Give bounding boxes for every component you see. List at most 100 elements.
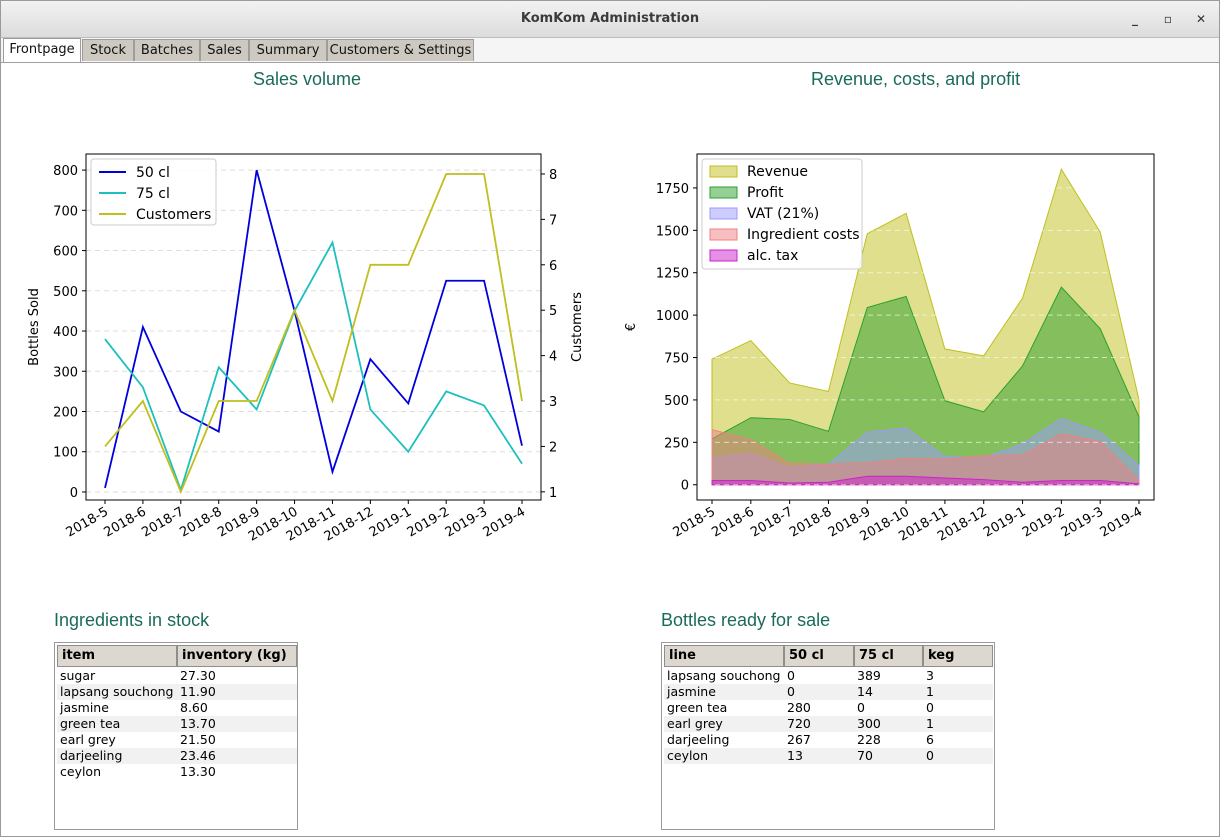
table-cell: 70	[857, 748, 873, 763]
x-tick-label: 2019-3	[443, 504, 490, 540]
tab-customers-settings[interactable]: Customers & Settings	[327, 39, 474, 61]
y-axis-label: Bottles Sold	[27, 288, 42, 366]
legend: 50 cl 75 cl Customers	[90, 158, 217, 226]
table-cell: 228	[857, 732, 881, 747]
plot-frame	[696, 153, 1155, 501]
y-tick-label: 250	[664, 436, 689, 451]
tab-sales[interactable]: Sales	[200, 39, 249, 61]
table-row[interactable]: ceylon 13.30	[57, 764, 297, 780]
y-tick-label: 750	[664, 352, 689, 367]
x-tick-label: 2019-2	[1020, 504, 1067, 540]
table-cell: green tea	[667, 700, 728, 715]
y-tick-label: 1250	[656, 267, 689, 282]
x-tick-label: 2018-8	[787, 504, 834, 540]
x-tick-label: 2018-8	[177, 504, 224, 540]
table-cell: 13.70	[180, 716, 216, 731]
column-header[interactable]: keg	[923, 645, 993, 667]
table-row[interactable]: sugar 27.30	[57, 668, 297, 684]
x-tick-label: 2018-6	[102, 504, 149, 540]
y-tick-label: 200	[53, 405, 78, 420]
y-tick-label: 500	[664, 394, 689, 409]
legend-swatch	[709, 228, 738, 241]
legend-label: Profit	[747, 185, 784, 201]
y-tick-label: 800	[53, 164, 78, 179]
table-row[interactable]: jasmine 0 14 1	[664, 684, 993, 700]
column-header[interactable]: line	[664, 645, 784, 667]
column-header[interactable]: item	[57, 645, 177, 667]
column-header[interactable]: 75 cl	[854, 645, 923, 667]
legend-label: Customers	[136, 207, 211, 223]
table-cell: darjeeling	[60, 748, 123, 763]
table-cell: 3	[926, 668, 934, 683]
y-axis-label: €	[624, 323, 639, 331]
table-cell: jasmine	[667, 684, 716, 699]
y2-tick-label: 1	[549, 486, 557, 501]
table-row[interactable]: darjeeling 23.46	[57, 748, 297, 764]
tab-batches[interactable]: Batches	[134, 39, 200, 61]
table-cell: 389	[857, 668, 881, 683]
legend-swatch	[709, 207, 738, 220]
legend-box	[90, 158, 217, 226]
x-tick-label: 2019-4	[481, 504, 528, 540]
table-cell: 1	[926, 684, 934, 699]
y2-tick-label: 3	[549, 395, 557, 410]
legend-box	[701, 158, 863, 270]
window-title: KomKom Administration	[520, 11, 700, 26]
legend-label: Ingredient costs	[747, 227, 860, 243]
x-tick-label: 2019-3	[1059, 504, 1106, 540]
y2-tick-label: 8	[549, 168, 557, 183]
x-tick-label: 2018-6	[709, 504, 756, 540]
plot-frame	[85, 153, 542, 501]
bottles-table[interactable]: line 50 cl 75 cl keg lapsang souchong 0 389 3 ja…	[661, 642, 995, 830]
legend-label: VAT (21%)	[747, 206, 819, 222]
x-tick-label: 2018-5	[64, 504, 111, 540]
x-tick-label: 2018-7	[139, 504, 186, 540]
table-cell: ceylon	[60, 764, 102, 779]
table-row[interactable]: green tea 280 0 0	[664, 700, 993, 716]
table-cell: 27.30	[180, 668, 216, 683]
table-cell: 6	[926, 732, 934, 747]
table-cell: 8.60	[180, 700, 208, 715]
table-row[interactable]: green tea 13.70	[57, 716, 297, 732]
tab-stock[interactable]: Stock	[82, 39, 134, 61]
y-tick-label: 500	[53, 285, 78, 300]
series-area	[711, 475, 1140, 486]
column-header[interactable]: 50 cl	[784, 645, 854, 667]
y-tick-label: 0	[70, 486, 78, 501]
sales-volume-chart: 0100200300400500600700800123456782018-52…	[27, 153, 585, 545]
revenue-heading: Revenue, costs, and profit	[811, 69, 1021, 89]
table-cell: 23.46	[180, 748, 216, 763]
ingredients-table[interactable]: item inventory (kg) sugar 27.30 lapsang souc…	[54, 642, 298, 830]
tab-summary[interactable]: Summary	[249, 39, 327, 61]
table-cell: 280	[787, 700, 811, 715]
table-row[interactable]: lapsang souchong 0 389 3	[664, 668, 993, 684]
table-row[interactable]: jasmine 8.60	[57, 700, 297, 716]
maximize-button[interactable]: ▫	[1163, 12, 1173, 26]
tab-frontpage[interactable]: Frontpage	[3, 38, 81, 62]
legend: Revenue Profit VAT (21%) Ingredient costs al…	[701, 158, 863, 270]
y-tick-label: 1500	[656, 224, 689, 239]
tab-bar: Frontpage Stock Batches Sales Summary Cu…	[1, 38, 1219, 63]
close-button[interactable]: ✕	[1195, 12, 1207, 26]
table-row[interactable]: ceylon 13 70 0	[664, 748, 993, 764]
table-cell: 0	[787, 668, 795, 683]
bottles-heading: Bottles ready for sale	[661, 610, 831, 630]
column-header[interactable]: inventory (kg)	[177, 645, 297, 667]
title-bar[interactable]: KomKom Administration _ ▫ ✕	[1, 1, 1219, 38]
y-tick-label: 300	[53, 365, 78, 380]
minimize-button[interactable]: _	[1132, 12, 1138, 26]
table-cell: 267	[787, 732, 811, 747]
table-row[interactable]: lapsang souchong 11.90	[57, 684, 297, 700]
table-cell: 0	[926, 700, 934, 715]
x-tick-label: 2018-5	[671, 504, 718, 540]
table-cell: 720	[787, 716, 811, 731]
x-tick-label: 2019-2	[405, 504, 452, 540]
table-row[interactable]: earl grey 21.50	[57, 732, 297, 748]
table-row[interactable]: darjeeling 267 228 6	[664, 732, 993, 748]
series-area	[711, 428, 1140, 486]
revenue-chart: 025050075010001250150017502018-52018-620…	[624, 153, 1155, 545]
y2-tick-label: 6	[549, 259, 557, 274]
y-tick-label: 400	[53, 325, 78, 340]
table-row[interactable]: earl grey 720 300 1	[664, 716, 993, 732]
